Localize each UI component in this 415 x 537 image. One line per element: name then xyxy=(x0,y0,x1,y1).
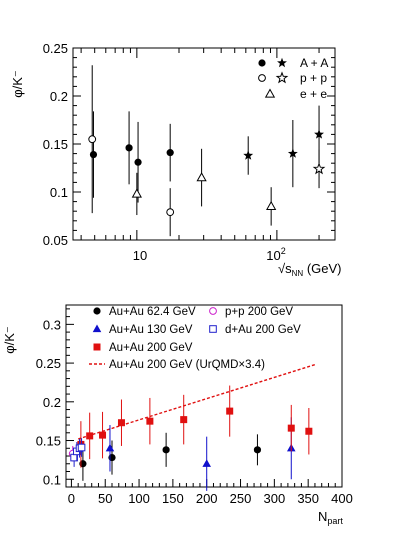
bottom-y-tick-label: 0.2 xyxy=(43,395,61,410)
data-point-p-p-open-circle-0 xyxy=(88,135,97,144)
top-legend-label-ee: e + e xyxy=(300,87,327,101)
bottom-legend-label-dau200: d+Au 200 GeV xyxy=(225,324,301,336)
top-x-axis-label: √sNN (GeV) xyxy=(278,261,342,278)
legend-marker-pp200 xyxy=(209,307,217,315)
legend-marker-auau200 xyxy=(93,343,101,351)
bottom-x-tick-label: 100 xyxy=(128,491,150,506)
legend-marker-filled-circle xyxy=(258,59,266,67)
top-y-tick-label: 0.25 xyxy=(43,41,68,56)
data-point-a-a-filled-star-1 xyxy=(287,148,298,158)
data-point-au-au-200-gev-6 xyxy=(226,407,234,415)
bottom-data-points xyxy=(68,363,316,491)
bottom-legend-label-auau200: Au+Au 200 GeV xyxy=(109,342,193,354)
bottom-x-tick-label: 300 xyxy=(264,491,286,506)
data-point-au-au-62-4-gev-3 xyxy=(253,446,262,454)
npart-dependence-plot: 0.1 0.15 0.2 0.25 0.3 0 50 100 150 200 250 300 350 4… xyxy=(2,304,353,526)
bottom-y-tick-label: 0.1 xyxy=(43,472,61,487)
bottom-legend: Au+Au 62.4 GeV Au+Au 130 GeV Au+Au 200 G… xyxy=(89,306,301,371)
top-legend-markers xyxy=(258,57,289,98)
bottom-x-axis-ticks: 0 50 100 150 200 250 300 350 400 xyxy=(68,479,353,506)
bottom-x-tick-label: 50 xyxy=(98,491,112,506)
data-point-a-a-filled-star-2 xyxy=(314,129,324,139)
top-data-points xyxy=(88,65,326,237)
top-plot-frame xyxy=(72,47,336,241)
data-point-au-au-200-gev-2 xyxy=(99,431,107,439)
bottom-x-tick-label: 400 xyxy=(331,491,353,506)
data-point-a-a-filled-circle-1 xyxy=(125,144,133,152)
data-point-e-e-open-triangle-2 xyxy=(266,200,277,211)
top-legend-label-pp: p + p xyxy=(300,71,327,85)
bottom-y-axis-ticks: 0.1 0.15 0.2 0.25 0.3 xyxy=(36,308,74,487)
data-point-au-au-200-gev-5 xyxy=(180,416,188,424)
top-x-axis-tick-label-10: 10 xyxy=(133,248,147,263)
bottom-plot-frame xyxy=(65,304,343,488)
data-point-a-a-filled-circle-2 xyxy=(134,158,142,166)
bottom-legend-label-pp200: p+p 200 GeV xyxy=(225,306,293,318)
bottom-y-tick-label: 0.25 xyxy=(36,356,61,371)
bottom-x-tick-label: 0 xyxy=(68,491,75,506)
legend-marker-auau62 xyxy=(93,307,101,315)
bottom-x-tick-label: 200 xyxy=(196,491,218,506)
top-legend-label-aa: A + A xyxy=(300,56,328,70)
top-y-tick-label: 0.1 xyxy=(50,185,68,200)
top-y-tick-label: 0.2 xyxy=(50,89,68,104)
data-point-au-au-200-gev-4 xyxy=(146,417,154,425)
data-point-a-a-filled-circle-3 xyxy=(166,149,174,157)
top-y-tick-label: 0.05 xyxy=(43,233,68,248)
data-point-e-e-open-triangle-1 xyxy=(196,172,207,182)
bottom-y-axis-label: φ/K⁻ xyxy=(2,326,17,354)
data-point-p-p-open-circle-1 xyxy=(166,208,175,217)
top-y-tick-label: 0.15 xyxy=(43,137,68,152)
bottom-x-axis-label: Npart xyxy=(318,509,343,526)
top-legend: A + A p + p e + e xyxy=(258,56,328,101)
bottom-legend-markers xyxy=(89,307,217,365)
data-point-e-e-open-triangle-0 xyxy=(131,188,142,198)
legend-marker-auau130 xyxy=(92,324,102,333)
data-point-a-a-filled-circle-0 xyxy=(89,150,98,159)
bottom-y-tick-label: 0.3 xyxy=(43,317,61,332)
top-y-axis-ticks: 0.05 0.1 0.15 0.2 0.25 xyxy=(43,41,335,248)
legend-marker-dau200 xyxy=(209,325,217,333)
bottom-legend-label-auau62: Au+Au 62.4 GeV xyxy=(109,306,196,318)
legend-marker-open-star xyxy=(275,71,289,84)
top-y-axis-label: φ/K⁻ xyxy=(10,70,25,98)
bottom-y-tick-label: 0.15 xyxy=(36,434,61,449)
energy-dependence-plot: 0.05 0.1 0.15 0.2 0.25 φ/K⁻ 10 102 √sNN (GeV… xyxy=(10,41,342,278)
data-point-d-au-200-gev-3 xyxy=(77,443,86,452)
top-x-axis-tick-label-100: 102 xyxy=(266,246,285,263)
bottom-legend-label-urqmd: Au+Au 200 GeV (UrQMD×3.4) xyxy=(109,359,265,371)
bottom-x-tick-label: 250 xyxy=(230,491,252,506)
data-point-au-au-130-gev-0 xyxy=(105,443,115,452)
top-x-axis-ticks xyxy=(80,48,320,240)
legend-marker-open-circle xyxy=(258,74,266,82)
legend-marker-filled-star xyxy=(277,57,287,68)
data-point-au-au-62-4-gev-2 xyxy=(162,446,170,454)
data-point-au-au-200-gev-7 xyxy=(287,424,295,432)
bottom-legend-label-auau130: Au+Au 130 GeV xyxy=(109,324,193,336)
data-point-au-au-200-gev-8 xyxy=(305,427,313,435)
bottom-x-tick-label: 150 xyxy=(162,491,184,506)
urqmd-line xyxy=(77,363,316,440)
legend-marker-open-triangle xyxy=(264,88,276,98)
data-point-p-p-open-star-0 xyxy=(312,162,326,175)
data-point-au-au-200-gev-3 xyxy=(117,419,125,427)
bottom-x-tick-label: 350 xyxy=(297,491,319,506)
data-point-au-au-130-gev-1 xyxy=(202,459,211,467)
data-point-a-a-filled-star-0 xyxy=(243,150,254,160)
data-point-au-au-200-gev-1 xyxy=(86,432,94,440)
